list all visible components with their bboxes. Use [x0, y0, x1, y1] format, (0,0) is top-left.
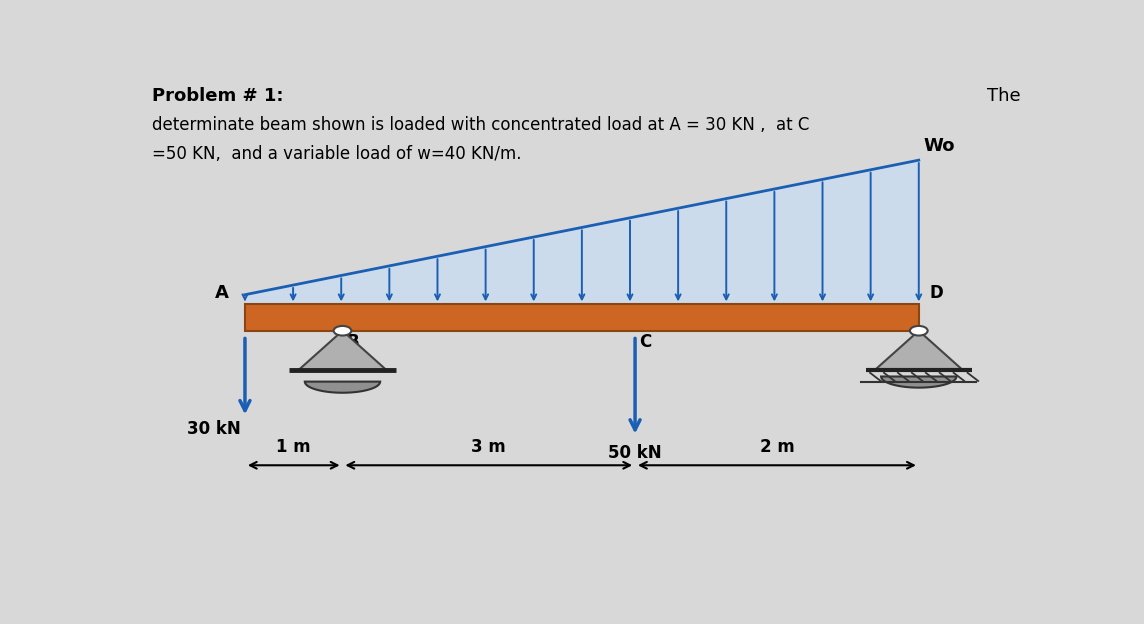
Text: =50 KN,  and a variable load of w=40 KN/m.: =50 KN, and a variable load of w=40 KN/m… [152, 145, 522, 162]
Circle shape [909, 326, 928, 336]
Text: B: B [347, 333, 359, 351]
Text: The: The [987, 87, 1020, 105]
Text: Problem # 1:: Problem # 1: [152, 87, 284, 105]
Polygon shape [874, 331, 963, 371]
Text: C: C [639, 333, 652, 351]
Text: D: D [929, 284, 943, 302]
Circle shape [334, 326, 351, 336]
Text: 2 m: 2 m [760, 437, 794, 456]
Polygon shape [304, 382, 380, 392]
Text: 50 kN: 50 kN [609, 444, 662, 462]
Bar [245, 305, 919, 331]
Text: determinate beam shown is loaded with concentrated load at A = 30 KN ,  at C: determinate beam shown is loaded with co… [152, 115, 809, 134]
Text: 1 m: 1 m [277, 437, 311, 456]
Polygon shape [881, 376, 956, 388]
Text: 30 kN: 30 kN [186, 419, 240, 437]
Text: Wo: Wo [923, 137, 955, 155]
Polygon shape [299, 331, 387, 371]
Text: 3 m: 3 m [471, 437, 506, 456]
Polygon shape [245, 160, 919, 305]
Text: A: A [215, 284, 229, 302]
